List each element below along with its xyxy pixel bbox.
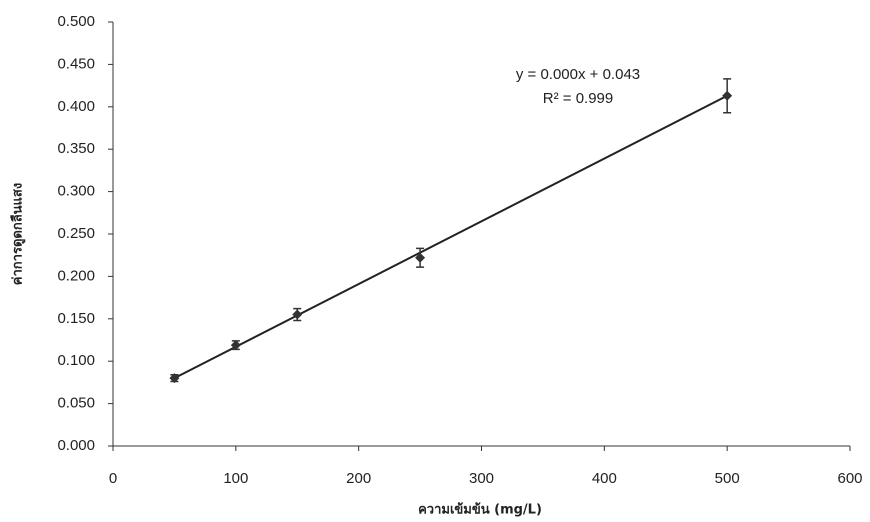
x-tick-label: 400 xyxy=(592,470,617,487)
equation-annotation: y = 0.000x + 0.043 xyxy=(516,66,640,83)
y-tick-label: 0.150 xyxy=(57,310,95,327)
x-axis-label: ความเข้มข้น (mg/L) xyxy=(418,502,542,518)
y-tick-label: 0.100 xyxy=(57,352,95,369)
y-tick-label: 0.450 xyxy=(57,55,95,72)
trendline xyxy=(173,94,728,380)
data-point xyxy=(230,340,241,351)
x-tick-label: 500 xyxy=(715,470,740,487)
data-point xyxy=(292,309,303,320)
y-axis-label: ค่าการดูดกลืนแสง xyxy=(10,183,26,285)
r-squared-annotation: R² = 0.999 xyxy=(543,90,613,107)
x-tick-label: 300 xyxy=(469,470,494,487)
data-point xyxy=(415,252,426,263)
x-tick-label: 100 xyxy=(223,470,248,487)
x-tick-label: 600 xyxy=(837,470,862,487)
y-tick-label: 0.400 xyxy=(57,98,95,115)
y-tick-label: 0.350 xyxy=(57,140,95,157)
x-tick-label: 0 xyxy=(109,470,117,487)
data-point xyxy=(169,373,180,384)
y-tick-label: 0.050 xyxy=(57,395,95,412)
y-tick-label: 0.000 xyxy=(57,437,95,454)
y-tick-label: 0.300 xyxy=(57,183,95,200)
y-tick-label: 0.500 xyxy=(57,13,95,30)
y-tick-label: 0.250 xyxy=(57,225,95,242)
x-tick-label: 200 xyxy=(346,470,371,487)
y-tick-label: 0.200 xyxy=(57,267,95,284)
data-point xyxy=(722,90,733,101)
